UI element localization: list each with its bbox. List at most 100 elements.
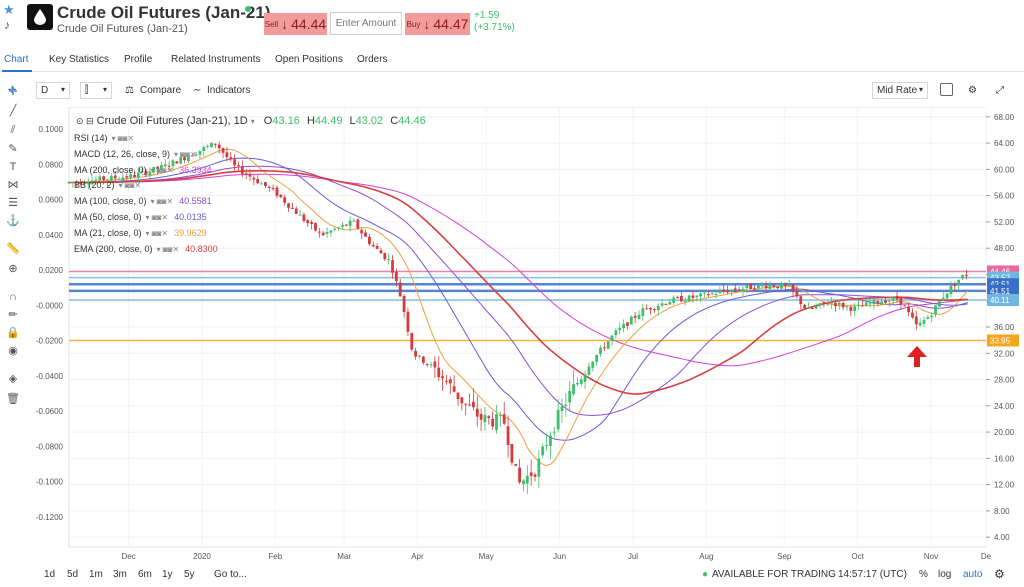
- range-1y[interactable]: 1y: [162, 569, 173, 580]
- goto-button[interactable]: Go to...: [214, 569, 247, 580]
- range-6m[interactable]: 6m: [138, 569, 152, 580]
- price-badge-label: 41.51: [990, 287, 1011, 296]
- compare-icon[interactable]: ⚖: [125, 85, 134, 96]
- indicator-row[interactable]: MA (200, close, 0) ▾ ◙◙✕ 36.3934: [74, 163, 218, 179]
- gear-icon[interactable]: ⚙: [968, 85, 977, 96]
- buy-button[interactable]: Buy ↓ 44.47: [405, 13, 470, 35]
- gear-icon[interactable]: ⚙: [994, 567, 1005, 581]
- checkbox-icon[interactable]: [940, 83, 953, 96]
- tab-profile[interactable]: Profile: [124, 54, 153, 65]
- star-icon[interactable]: ★: [3, 2, 15, 17]
- ruler-icon[interactable]: 📏: [6, 243, 20, 255]
- range-5y[interactable]: 5y: [184, 569, 195, 580]
- trash-icon[interactable]: 🗑: [6, 393, 20, 405]
- log-toggle[interactable]: log: [938, 569, 952, 580]
- candle-body: [695, 295, 699, 298]
- candle-body: [125, 176, 129, 178]
- pen-icon[interactable]: ✎: [8, 143, 18, 155]
- indicator-row[interactable]: MA (50, close, 0) ▾ ◙◙✕ 40.0135: [74, 210, 218, 226]
- candle-body: [113, 175, 117, 179]
- trendline-icon[interactable]: ╱: [9, 105, 17, 117]
- chart-svg[interactable]: 68.0064.0060.0056.0052.0048.0044.0040.00…: [30, 106, 1024, 562]
- time-tick-label: May: [479, 552, 494, 561]
- candle-body: [86, 183, 90, 185]
- sell-button[interactable]: Sell ↓ 44.44: [264, 13, 327, 35]
- compare-button[interactable]: Compare: [140, 85, 182, 96]
- indicator-controls-icon[interactable]: ▾ ◙◙✕: [118, 181, 142, 191]
- indicator-row[interactable]: BB (20, 2) ▾ ◙◙✕: [74, 178, 218, 194]
- tab-orders[interactable]: Orders: [357, 54, 388, 65]
- candle-body: [552, 431, 556, 433]
- eye-icon[interactable]: ◉: [8, 345, 18, 357]
- candle-body: [317, 231, 321, 233]
- interval-select[interactable]: D ▾: [36, 82, 70, 99]
- candle-body: [964, 275, 968, 277]
- chart-type-select[interactable]: ⫿ ▾: [80, 82, 112, 99]
- fullscreen-icon[interactable]: ⤢: [996, 85, 1004, 96]
- candle-body: [133, 174, 136, 178]
- range-3m[interactable]: 3m: [113, 569, 127, 580]
- indicator-controls-icon[interactable]: ▾ ◙◙✕: [111, 134, 135, 143]
- pencil-icon[interactable]: ✏: [8, 309, 18, 321]
- chevron-circle-icon[interactable]: ⊙ ⊟: [76, 116, 94, 126]
- magnet-icon[interactable]: ∩: [9, 291, 17, 303]
- indicator-controls-icon[interactable]: ▾ ◙◙✕: [156, 244, 180, 254]
- indicator-row[interactable]: MA (21, close, 0) ▾ ◙◙✕ 39.9629: [74, 226, 218, 242]
- price-badge: [987, 294, 1019, 307]
- candle-body: [787, 285, 791, 287]
- candle-body: [891, 297, 895, 301]
- indicator-controls-icon[interactable]: ▾ ◙◙✕: [174, 149, 197, 159]
- indicator-controls-icon[interactable]: ▾ ◙◙✕: [145, 212, 169, 222]
- range-5d[interactable]: 5d: [67, 569, 79, 580]
- tab-chart[interactable]: Chart: [4, 54, 29, 65]
- candle-body: [741, 288, 745, 291]
- indicator-row[interactable]: EMA (200, close, 0) ▾ ◙◙✕ 40.8300: [74, 242, 218, 258]
- indicator-name: MACD (12, 26, close, 9): [74, 148, 171, 159]
- anchor-icon[interactable]: ⚓: [6, 215, 20, 227]
- auto-toggle[interactable]: auto: [963, 569, 983, 580]
- fibonacci-icon[interactable]: ☰: [8, 197, 18, 209]
- bell-icon[interactable]: ♪: [4, 18, 10, 32]
- crosshair-icon[interactable]: ✛: [8, 85, 17, 96]
- candle-body: [341, 224, 344, 227]
- price-chart[interactable]: 68.0064.0060.0056.0052.0048.0044.0040.00…: [30, 106, 1024, 562]
- range-1m[interactable]: 1m: [89, 569, 103, 580]
- candle-body: [287, 203, 290, 208]
- tab-key-statistics[interactable]: Key Statistics: [49, 54, 110, 65]
- indicator-row[interactable]: MACD (12, 26, close, 9) ▾ ◙◙✕: [74, 147, 218, 163]
- amount-input[interactable]: [330, 12, 402, 35]
- candle-body: [233, 159, 237, 166]
- candle-body: [279, 194, 283, 198]
- indicator-row[interactable]: MA (100, close, 0) ▾ ◙◙✕ 40.5581: [74, 194, 218, 210]
- indicators-button[interactable]: Indicators: [207, 85, 251, 96]
- price-badge-label: 33.95: [990, 336, 1011, 345]
- right-tick-label: 12.00: [994, 481, 1015, 490]
- lock-icon[interactable]: 🔒: [6, 327, 20, 339]
- indicator-row[interactable]: RSI (14) ▾ ◙◙✕: [74, 131, 218, 147]
- zoom-in-icon[interactable]: ⊕: [8, 263, 18, 275]
- indicator-controls-icon[interactable]: ▾ ◙◙✕: [145, 228, 169, 238]
- range-1d[interactable]: 1d: [44, 569, 56, 580]
- tab-open-positions[interactable]: Open Positions: [275, 54, 343, 65]
- crosshair-icon[interactable]: ✛: [8, 86, 18, 98]
- pattern-icon[interactable]: ⋈: [7, 179, 19, 191]
- candle-body: [749, 283, 753, 290]
- tab-related-instruments[interactable]: Related Instruments: [171, 54, 261, 65]
- right-axis: 68.0064.0060.0056.0052.0048.0044.0040.00…: [986, 113, 1015, 542]
- text-icon[interactable]: T: [9, 161, 17, 173]
- candle-body: [294, 208, 298, 214]
- left-tick-label: -0.1000: [36, 478, 64, 487]
- price-type-select[interactable]: Mid Rate ▾: [872, 82, 928, 99]
- indicator-controls-icon[interactable]: ▾ ◙◙✕: [150, 165, 174, 175]
- parallel-lines-icon[interactable]: ⫽: [10, 124, 16, 136]
- candle-body: [583, 374, 587, 383]
- chevron-down-icon[interactable]: ▾: [250, 117, 255, 126]
- layers-icon[interactable]: ◈: [8, 373, 18, 385]
- candle-body: [283, 197, 287, 203]
- indicators-icon[interactable]: ∼: [193, 85, 202, 96]
- indicator-controls-icon[interactable]: ▾ ◙◙✕: [150, 197, 174, 207]
- candle-body: [668, 302, 672, 305]
- candle-body: [868, 303, 872, 305]
- candle-body: [864, 302, 868, 306]
- percent-toggle[interactable]: %: [919, 569, 928, 580]
